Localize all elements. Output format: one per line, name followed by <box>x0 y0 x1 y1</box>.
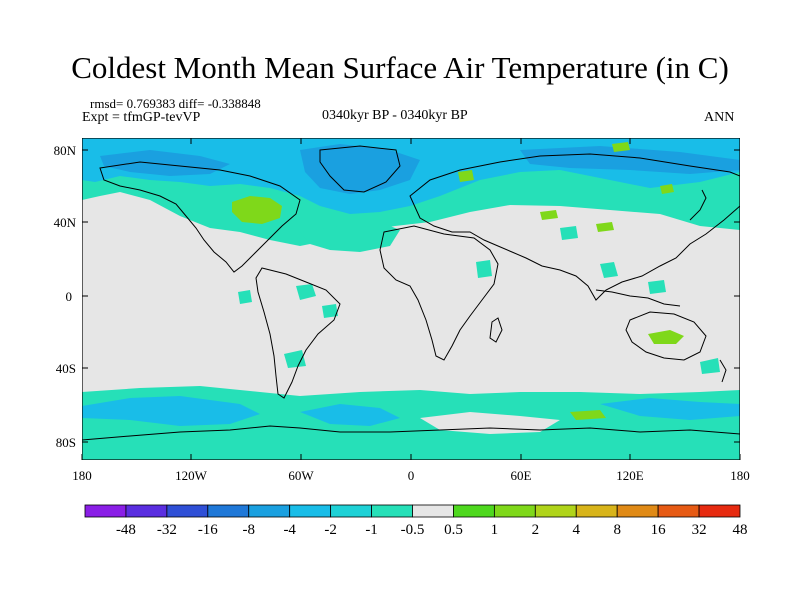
anomaly-greenland-strong <box>300 144 420 194</box>
colorbar-swatch <box>616 504 659 518</box>
lat-label-80s: 80S <box>56 435 76 450</box>
anomaly-southern-core <box>600 398 740 420</box>
north-america-coast <box>99 161 301 273</box>
experiment-label: Expt = tfmGP-tevVP <box>82 110 201 125</box>
lon-label-60e: 60E <box>511 468 532 483</box>
lon-label-60w: 60W <box>288 468 314 483</box>
coastlines <box>82 145 740 441</box>
axis-ticks <box>81 138 741 460</box>
colorbar-label: -16 <box>198 522 218 538</box>
australia-coast <box>625 311 707 361</box>
greenland-coast <box>319 145 401 193</box>
colorbar-label: 32 <box>692 522 707 538</box>
lat-label-0: 0 <box>66 289 73 304</box>
map-panel <box>82 138 740 460</box>
anomaly-southern-band <box>82 386 740 460</box>
colorbar-label: 0.5 <box>444 522 463 538</box>
lat-label-80n: 80N <box>54 143 77 158</box>
anomaly-tropical-patch <box>476 260 492 278</box>
colorbar-swatch <box>412 504 454 518</box>
colorbar-swatch <box>166 504 209 518</box>
colorbar-swatch <box>330 504 372 518</box>
anomaly-southern-core <box>300 404 400 426</box>
colorbar-swatch <box>371 504 413 518</box>
colorbar-label: -2 <box>324 522 337 538</box>
lon-label-120w: 120W <box>175 468 208 483</box>
lon-label-180w: 180 <box>72 468 92 483</box>
anomaly-warm-patch <box>660 184 674 194</box>
anomaly-tropical-patch <box>322 304 338 318</box>
anomaly-north-atlantic-tongue <box>300 222 400 252</box>
rmsd-diff-stats: rmsd= 0.769383 diff= -0.338848 <box>90 96 261 111</box>
anomaly-tropical-patch <box>238 290 252 304</box>
anomaly-antarctic-neutral <box>420 412 560 434</box>
colorbar-swatch <box>575 504 618 518</box>
anomaly-warm-patch <box>540 210 558 220</box>
colorbar-label: 4 <box>573 522 581 538</box>
anomaly-warm-patch <box>612 142 630 152</box>
eurasia-coast <box>409 153 740 301</box>
colorbar-label: 16 <box>651 522 667 538</box>
anomaly-pacific-strong <box>100 150 230 176</box>
new-zealand-coast <box>719 359 727 383</box>
japan-coast <box>689 189 707 221</box>
africa-coast <box>379 225 499 361</box>
anomaly-north-america-warm <box>232 196 282 224</box>
antarctica-coast <box>82 425 740 441</box>
anomaly-warm-patch <box>596 222 614 232</box>
colorbar-label: -1 <box>365 522 378 538</box>
colorbar-label: 8 <box>613 522 621 538</box>
south-america-coast <box>255 267 341 399</box>
indonesia-coast <box>595 289 681 307</box>
colorbar-label: -48 <box>116 522 136 538</box>
lon-label-180e: 180 <box>730 468 750 483</box>
colorbar-label: -32 <box>157 522 177 538</box>
colorbar-label: 2 <box>532 522 540 538</box>
colorbar-label: -8 <box>243 522 256 538</box>
period-label: 0340kyr BP - 0340kyr BP <box>322 108 468 123</box>
colorbar-swatch <box>453 504 495 518</box>
lon-label-120e: 120E <box>616 468 644 483</box>
anomaly-australia-warm <box>648 330 684 344</box>
colorbar-swatch <box>493 504 536 518</box>
colorbar-swatch <box>207 504 250 518</box>
anomaly-tropical-patch <box>648 280 666 294</box>
colorbar-swatch <box>84 504 127 518</box>
anomaly-southern-core <box>82 396 260 426</box>
anomaly-siberia-strong <box>520 146 740 174</box>
anomaly-tropical-patch <box>284 350 306 368</box>
anomaly-tropical-patch <box>560 226 578 240</box>
colorbar-swatch <box>289 504 332 518</box>
anomaly-warm-patch <box>570 410 606 420</box>
colorbar-swatch <box>534 504 577 518</box>
anomaly-warm-patch <box>458 170 474 182</box>
map-title: Coldest Month Mean Surface Air Temperatu… <box>71 50 729 85</box>
colorbar-label: -4 <box>283 522 296 538</box>
colorbar-label: -0.5 <box>401 522 425 538</box>
anomaly-tropical-patch <box>296 284 316 300</box>
colorbar-swatch <box>248 504 291 518</box>
colorbar-swatch <box>657 504 700 518</box>
madagascar-coast <box>489 317 503 343</box>
colorbar-label: 1 <box>491 522 499 538</box>
lat-label-40s: 40S <box>56 361 76 376</box>
colorbar-swatch <box>125 504 168 518</box>
lon-label-0: 0 <box>408 468 415 483</box>
season-label: ANN <box>704 110 735 125</box>
anomaly-tropical-patch <box>600 262 618 278</box>
colorbar-swatch <box>698 504 741 518</box>
colorbar-label: 48 <box>733 522 748 538</box>
anomaly-tropical-patch <box>700 358 720 374</box>
lat-label-40n: 40N <box>54 215 77 230</box>
colorbar: -48 -32 -16 -8 -4 -2 -1 -0.5 0.5 1 2 4 8 16 32 48 <box>84 504 748 538</box>
